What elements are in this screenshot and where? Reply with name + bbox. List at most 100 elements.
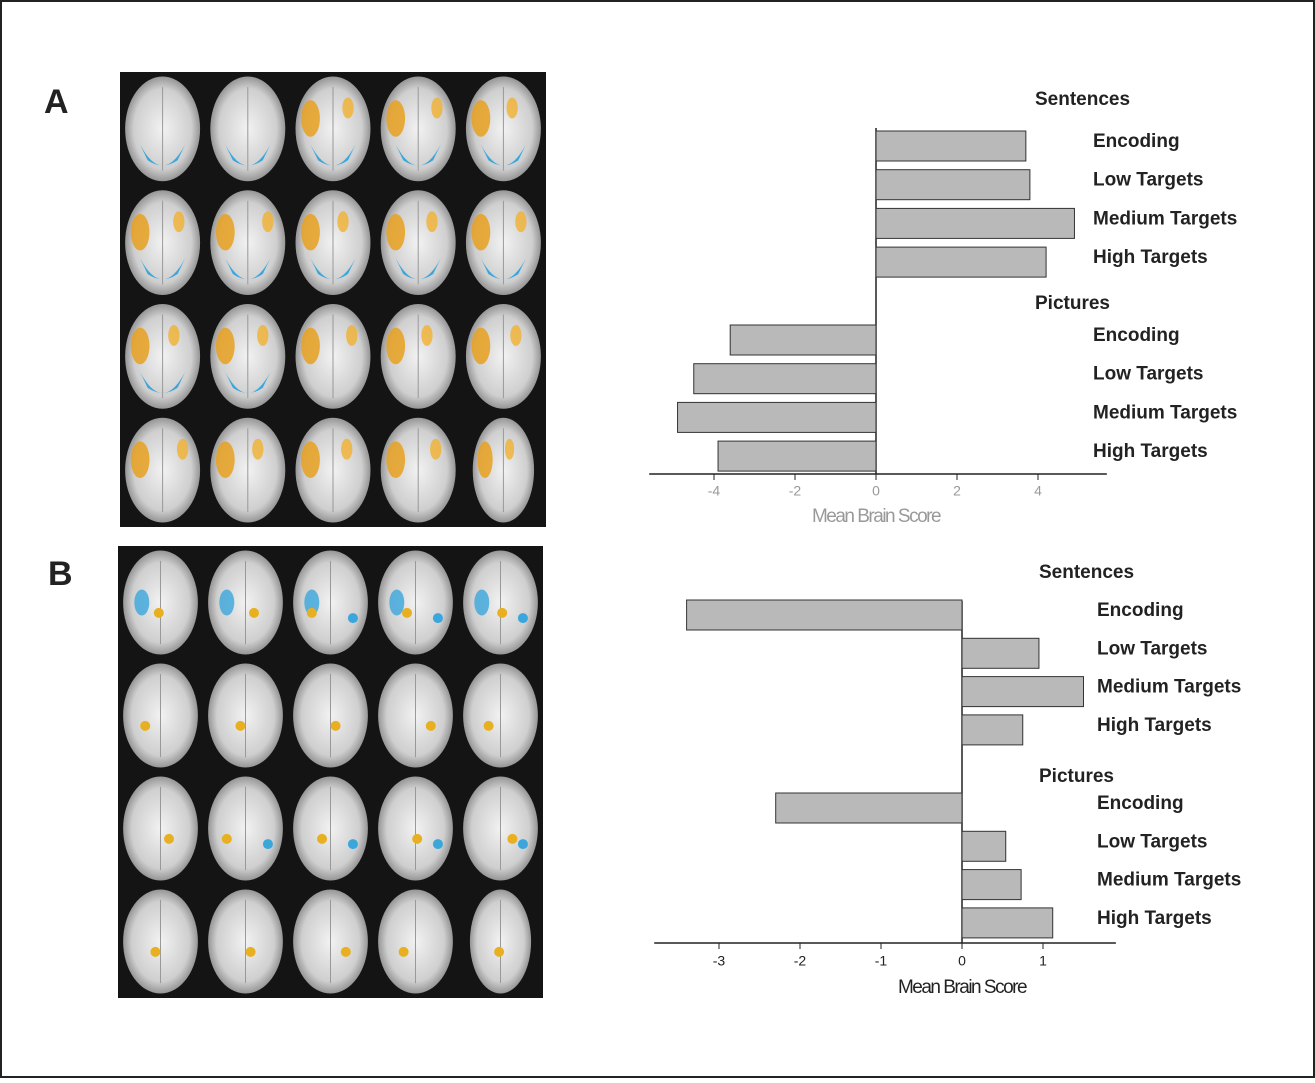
blob-orange	[412, 834, 422, 844]
blob-blue	[134, 590, 149, 616]
blob-orange	[246, 947, 256, 957]
blob-orange	[421, 325, 432, 346]
category-label: Low Targets	[1097, 831, 1208, 852]
blob-orange	[430, 439, 441, 460]
blob-orange	[173, 211, 184, 232]
blob-orange	[426, 211, 437, 232]
blob-orange	[346, 325, 357, 346]
blob-orange	[494, 947, 504, 957]
blob-blue	[389, 590, 404, 616]
bar	[876, 208, 1074, 238]
bar	[730, 325, 876, 355]
blob-orange	[386, 441, 405, 478]
blob-orange	[301, 214, 320, 251]
category-label: Medium Targets	[1097, 870, 1241, 891]
blob-orange	[131, 328, 150, 365]
bar	[687, 600, 962, 630]
category-label: Encoding	[1093, 325, 1180, 346]
blob-orange	[252, 439, 263, 460]
category-label: High Targets	[1097, 908, 1212, 929]
brain-images	[118, 72, 546, 998]
group-label: Pictures	[1039, 766, 1114, 787]
panel-label: A	[44, 83, 69, 121]
blob-orange	[342, 97, 353, 118]
x-tick-label: 2	[953, 483, 961, 499]
x-tick-label: 0	[872, 483, 880, 499]
blob-orange	[505, 439, 514, 460]
blob-orange	[431, 97, 442, 118]
x-tick-label: 0	[958, 953, 966, 969]
blob-orange	[154, 608, 164, 618]
x-tick-label: -3	[713, 953, 726, 969]
blob-orange	[168, 325, 179, 346]
blob-blue	[348, 613, 358, 623]
x-tick-label: -2	[789, 483, 802, 499]
x-tick-label: -1	[875, 953, 888, 969]
bar	[962, 677, 1084, 707]
blob-blue	[433, 839, 443, 849]
blob-blue	[518, 613, 528, 623]
group-label: Sentences	[1039, 562, 1134, 583]
category-label: Encoding	[1093, 131, 1180, 152]
category-label: Encoding	[1097, 793, 1184, 814]
blob-orange	[317, 834, 327, 844]
bar	[962, 638, 1039, 668]
blob-orange	[386, 100, 405, 137]
category-label: Medium Targets	[1097, 677, 1241, 698]
category-label: Low Targets	[1093, 364, 1204, 385]
blob-orange	[131, 214, 150, 251]
blob-orange	[507, 834, 517, 844]
blob-orange	[301, 100, 320, 137]
category-label: Encoding	[1097, 600, 1184, 621]
category-label: High Targets	[1097, 715, 1212, 736]
blob-orange	[222, 834, 232, 844]
blob-orange	[386, 328, 405, 365]
group-label: Sentences	[1035, 89, 1130, 110]
blob-orange	[164, 834, 174, 844]
blob-orange	[150, 947, 160, 957]
blob-orange	[257, 325, 268, 346]
blob-orange	[216, 441, 235, 478]
blob-orange	[510, 325, 521, 346]
blob-orange	[507, 97, 518, 118]
blob-orange	[235, 721, 245, 731]
blob-blue	[263, 839, 273, 849]
bar	[962, 715, 1023, 745]
blob-orange	[262, 211, 273, 232]
blob-blue	[474, 590, 489, 616]
x-tick-label: -2	[794, 953, 807, 969]
bar	[718, 441, 876, 471]
x-tick-label: 4	[1034, 483, 1042, 499]
category-label: Low Targets	[1093, 170, 1204, 191]
blob-orange	[301, 441, 320, 478]
blob-orange	[472, 214, 491, 251]
category-label: Low Targets	[1097, 638, 1208, 659]
blob-orange	[131, 441, 150, 478]
bar	[962, 831, 1006, 861]
x-tick-label: -4	[708, 483, 721, 499]
bar	[962, 870, 1021, 900]
blob-orange	[484, 721, 494, 731]
blob-orange	[426, 721, 436, 731]
blob-orange	[515, 211, 526, 232]
category-label: Medium Targets	[1093, 402, 1237, 423]
bar	[776, 793, 962, 823]
blob-orange	[331, 721, 341, 731]
blob-blue	[518, 839, 528, 849]
bar	[694, 364, 876, 394]
category-label: Medium Targets	[1093, 208, 1237, 229]
blob-orange	[399, 947, 409, 957]
blob-orange	[386, 214, 405, 251]
blob-orange	[497, 608, 507, 618]
blob-orange	[337, 211, 348, 232]
blob-orange	[341, 947, 351, 957]
bar	[876, 247, 1046, 277]
figure: A B -4-2024Mean Brain ScoreSentencesEnco…	[0, 0, 1315, 1078]
bar	[876, 170, 1030, 200]
blob-orange	[472, 100, 491, 137]
blob-orange	[216, 328, 235, 365]
bar	[962, 908, 1053, 938]
blob-orange	[177, 439, 188, 460]
blob-orange	[301, 328, 320, 365]
x-tick-label: 1	[1039, 953, 1047, 969]
